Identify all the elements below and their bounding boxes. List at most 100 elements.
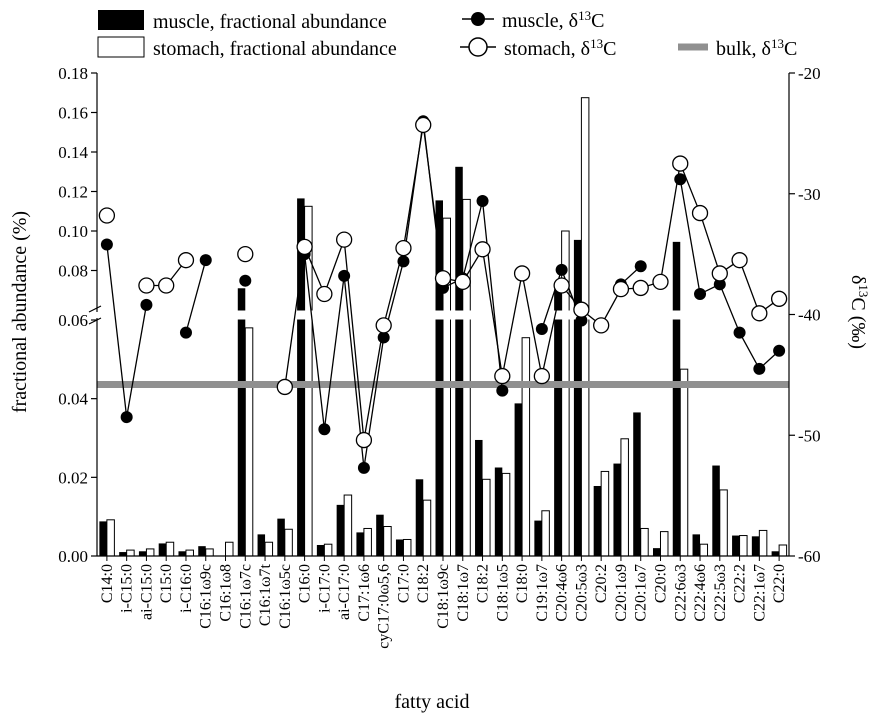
muscle-d13c-point xyxy=(555,263,568,276)
axis-break-mark xyxy=(88,317,102,325)
muscle-d13c-line xyxy=(106,244,148,418)
x-tick-label: C22:2 xyxy=(732,564,749,603)
y-tick-label: 0.08 xyxy=(58,262,88,281)
stomach-d13c-point xyxy=(652,273,669,291)
y-tick-label: 0.18 xyxy=(58,64,88,83)
x-tick-label: C14:0 xyxy=(99,564,116,603)
y-tick-label: 0.04 xyxy=(58,390,88,409)
x-tick-label: C20:1ω7 xyxy=(633,564,650,622)
bar-muscle xyxy=(316,544,325,556)
x-tick-label: C19:1ω7 xyxy=(534,564,551,622)
bar-muscle xyxy=(119,552,127,556)
x-tick-label: C16:1ω5c xyxy=(277,564,294,629)
bar-stomach xyxy=(383,526,392,557)
bar-stomach xyxy=(600,470,610,557)
axis-break xyxy=(88,305,788,325)
x-tick-label: ai-C17:0 xyxy=(336,564,353,620)
muscle-d13c-line xyxy=(185,259,207,333)
y-tick-label: 0.10 xyxy=(58,222,88,241)
y-tick-label: 0.14 xyxy=(58,143,88,162)
bar-muscle xyxy=(257,534,266,556)
bar-muscle xyxy=(613,463,621,556)
stomach-d13c-point xyxy=(632,279,649,297)
ticks-layer: 0.00 0.02 0.04 0.06 0.08 0.10 0.12 0.14 0.16 0.18… xyxy=(58,64,820,566)
y-tick-label: 0.00 xyxy=(58,547,88,566)
muscle-d13c-point xyxy=(476,194,489,207)
stomach-d13c-point xyxy=(553,277,570,294)
y2-tick-label: -30 xyxy=(798,185,821,204)
bar-stomach xyxy=(739,535,748,557)
stomach-d13c-point xyxy=(375,317,392,334)
muscle-d13c-point xyxy=(179,326,192,339)
bar-stomach xyxy=(501,472,511,557)
x-tick-label: C20:1ω9 xyxy=(613,564,630,622)
muscle-d13c-point xyxy=(496,384,509,397)
bar-stomach xyxy=(126,549,135,557)
bar-muscle xyxy=(138,551,147,556)
y-tick-label: 0.12 xyxy=(58,183,88,202)
bar-stomach xyxy=(185,549,194,557)
legend-label-stomach-d13c: stomach, δ13C xyxy=(504,36,616,61)
legend-swatch-stomach-d13c-marker xyxy=(468,37,488,57)
bar-stomach xyxy=(106,519,115,557)
x-tick-label: C15:0 xyxy=(158,564,175,603)
bar-muscle xyxy=(554,289,562,556)
y2-tick-label: -50 xyxy=(798,426,821,445)
y2-tick-label: -40 xyxy=(798,306,821,325)
stomach-d13c-point xyxy=(731,252,748,269)
bar-muscle xyxy=(158,543,167,556)
stomach-d13c-point xyxy=(691,204,709,222)
bar-muscle xyxy=(178,551,186,556)
muscle-d13c-point xyxy=(733,326,746,339)
x-tick-label: C20:4ω6 xyxy=(554,564,571,622)
stomach-d13c-point xyxy=(177,252,195,269)
stomach-d13c-point xyxy=(355,431,373,449)
muscle-d13c-point xyxy=(634,260,647,273)
bar-muscle xyxy=(534,520,542,556)
bar-stomach xyxy=(679,368,689,557)
muscle-d13c-point xyxy=(694,287,707,300)
stomach-d13c-point xyxy=(434,270,452,287)
category-labels: C14:0 i-C15:0 ai-C15:0 C15:0 i-C16:0 C16:1ω9c… xyxy=(99,563,788,648)
x-tick-label: C18:2 xyxy=(475,564,492,603)
bar-muscle xyxy=(712,465,720,556)
legend-swatch-muscle-abundance xyxy=(98,10,144,30)
bar-muscle xyxy=(99,521,107,556)
muscle-d13c-point xyxy=(753,362,766,375)
x-tick-label: C18:0 xyxy=(514,564,531,603)
muscle-d13c-point xyxy=(535,322,548,335)
bar-muscle xyxy=(751,536,760,556)
stomach-d13c-point xyxy=(335,231,353,248)
x-tick-label: C22:5ω3 xyxy=(712,564,729,622)
bar-muscle xyxy=(771,551,780,556)
bar-muscle xyxy=(692,534,701,556)
stomach-d13c-point xyxy=(513,265,531,282)
stomach-d13c-point xyxy=(395,239,412,257)
bar-muscle xyxy=(672,241,681,557)
x-tick-label: cyC17:0ω5,6 xyxy=(376,564,393,649)
y2-tick-label: -20 xyxy=(798,64,821,83)
x-tick-label: C20:2 xyxy=(593,564,610,603)
bar-stomach xyxy=(640,527,649,557)
bar-muscle xyxy=(633,412,641,556)
x-tick-label: C17:0 xyxy=(395,564,412,603)
x-tick-label: C16:1ω8 xyxy=(218,564,235,622)
bar-stomach xyxy=(659,531,669,557)
lines-layer xyxy=(98,115,788,474)
bar-muscle xyxy=(494,467,503,556)
bar-stomach xyxy=(758,529,768,557)
muscle-d13c-point xyxy=(773,344,786,357)
muscle-d13c-point xyxy=(713,278,726,291)
stomach-d13c-point xyxy=(533,367,551,385)
legend-swatch-muscle-d13c-marker xyxy=(471,12,485,26)
bar-stomach xyxy=(482,478,491,557)
stomach-d13c-point xyxy=(138,277,155,294)
bar-stomach xyxy=(363,527,372,557)
y-tick-label: 0.02 xyxy=(58,468,88,487)
stomach-d13c-point xyxy=(593,317,610,334)
legend-swatch-stomach-abundance xyxy=(97,36,145,58)
stomach-d13c-point xyxy=(474,241,491,258)
x-tick-label: C20:5ω3 xyxy=(573,564,590,622)
bar-stomach xyxy=(165,541,175,557)
stomach-d13c-point xyxy=(237,245,254,263)
